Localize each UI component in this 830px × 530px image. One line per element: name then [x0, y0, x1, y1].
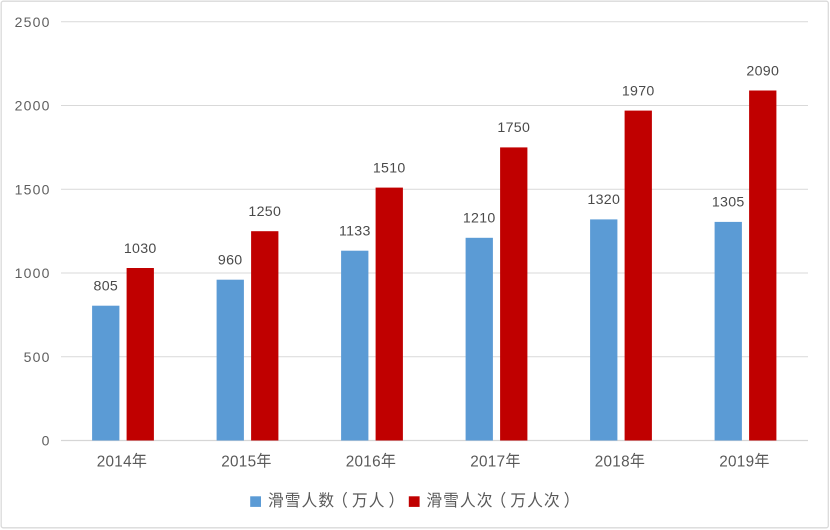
svg-text:1250: 1250 [248, 204, 281, 220]
svg-text:2018: 2018 [595, 454, 630, 471]
svg-text:2500: 2500 [15, 14, 51, 30]
svg-text:1320: 1320 [587, 192, 620, 208]
svg-text:2090: 2090 [746, 63, 779, 79]
svg-text:0: 0 [42, 433, 51, 449]
svg-text:1500: 1500 [15, 182, 51, 198]
svg-text:2015: 2015 [221, 454, 256, 471]
svg-text:1510: 1510 [373, 160, 406, 176]
svg-text:2016: 2016 [346, 454, 381, 471]
svg-text:500: 500 [24, 349, 51, 365]
svg-text:1970: 1970 [622, 83, 655, 99]
svg-text:2017: 2017 [470, 454, 505, 471]
svg-text:1750: 1750 [497, 120, 530, 136]
svg-text:1030: 1030 [124, 241, 157, 257]
svg-text:2019: 2019 [719, 454, 754, 471]
svg-text:1133: 1133 [339, 224, 371, 240]
svg-text:960: 960 [218, 253, 243, 269]
svg-text:1305: 1305 [712, 195, 745, 211]
svg-text:1210: 1210 [463, 211, 496, 227]
svg-text:805: 805 [94, 279, 119, 295]
svg-text:1000: 1000 [15, 265, 51, 281]
svg-text:2014: 2014 [97, 454, 132, 471]
svg-text:2000: 2000 [15, 98, 51, 114]
